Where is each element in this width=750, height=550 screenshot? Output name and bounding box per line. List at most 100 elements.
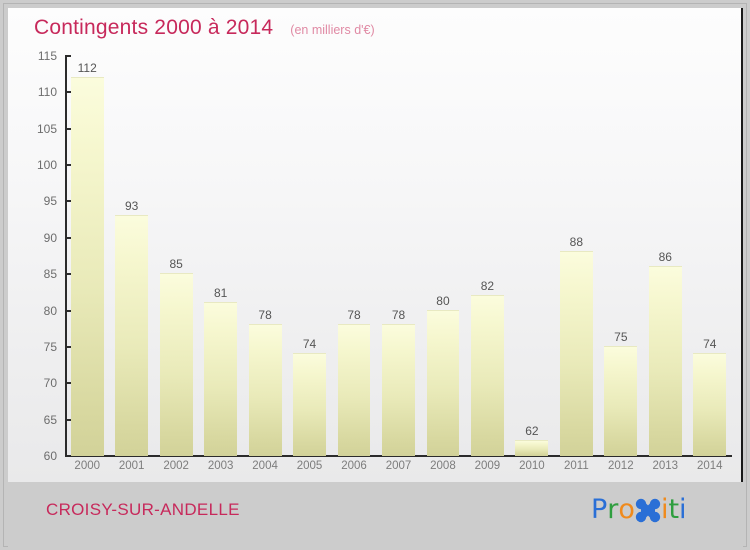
bar-value-label: 80: [436, 293, 450, 308]
x-axis-tick-label: 2009: [474, 460, 501, 472]
y-axis-tick-mark: [65, 127, 71, 130]
y-axis-tick-label: 95: [43, 194, 57, 209]
bar-group[interactable]: 85: [159, 8, 193, 456]
x-axis-tick-label: 2008: [430, 460, 456, 472]
x-axis-tick-label: 2004: [252, 460, 278, 472]
bar-value-label: 93: [125, 199, 139, 213]
bar-group[interactable]: 112: [70, 8, 104, 456]
bar[interactable]: [115, 215, 149, 456]
proxiti-logo[interactable]: Pro iti: [591, 490, 687, 530]
y-axis-tick-mark: [65, 309, 71, 312]
bar-group[interactable]: 75: [604, 8, 638, 456]
bar-group[interactable]: 78: [248, 8, 282, 456]
y-axis-tick-label: 75: [43, 339, 57, 354]
bar-value-label: 85: [169, 257, 183, 272]
bar-value-label: 78: [347, 308, 361, 323]
y-axis-tick-label: 100: [36, 158, 57, 173]
y-axis-tick-label: 90: [43, 230, 57, 245]
y-axis-tick-label: 110: [37, 85, 57, 100]
y-axis-line: [65, 55, 67, 457]
y-axis-tick-mark: [65, 273, 71, 276]
bar-group[interactable]: 82: [470, 8, 504, 456]
bar-value-label: 62: [525, 424, 539, 439]
figure-frame: Contingents 2000 à 2014 (en milliers d'€…: [3, 3, 747, 548]
page-title: Contingents 2000 à 2014: [34, 16, 274, 39]
x-axis-tick-label: 2013: [652, 460, 679, 472]
bar-value-label: 75: [614, 329, 628, 344]
bar-value-label: 86: [658, 249, 672, 264]
bar-group[interactable]: 80: [426, 8, 460, 456]
x-axis-tick-label: 2005: [296, 460, 323, 472]
logo-letter-t: t: [668, 494, 680, 525]
x-axis-tick-label: 2011: [563, 460, 589, 472]
bar[interactable]: [293, 353, 326, 456]
bar[interactable]: [559, 251, 593, 456]
y-axis-tick-mark: [65, 382, 71, 385]
y-axis-tick-label: 70: [43, 376, 57, 391]
y-axis-tick-label: 65: [43, 412, 57, 427]
bar-group[interactable]: 93: [115, 8, 149, 456]
logo-letter-o: o: [618, 494, 635, 525]
logo-letter-r: r: [607, 494, 619, 525]
x-axis-tick-label: 2001: [118, 460, 145, 472]
bar[interactable]: [515, 440, 549, 456]
x-axis-tick-label: 2014: [696, 460, 723, 472]
logo-letter-p: P: [591, 494, 608, 525]
bar-group[interactable]: 78: [382, 8, 415, 456]
x-axis-line: [65, 455, 732, 457]
y-axis-tick-mark: [65, 345, 71, 348]
bar-group[interactable]: 62: [515, 8, 549, 456]
bar[interactable]: [426, 309, 460, 456]
chart-footer: CROISY-SUR-ANDELLE Pro iti: [8, 482, 743, 548]
y-axis-tick-label: 105: [36, 121, 57, 136]
x-axis-tick-label: 2007: [385, 460, 412, 472]
bar[interactable]: [470, 295, 504, 456]
bar-value-label: 78: [391, 308, 406, 323]
bar-group[interactable]: 81: [204, 8, 238, 456]
bar[interactable]: [248, 324, 282, 456]
bar-group[interactable]: 86: [648, 8, 682, 456]
x-axis-tick-label: 2002: [163, 460, 189, 472]
bar-value-label: 81: [213, 286, 228, 301]
bar[interactable]: [204, 302, 238, 456]
bar[interactable]: [648, 265, 682, 456]
bar[interactable]: [604, 345, 638, 456]
bar-value-label: 74: [703, 337, 717, 352]
chart-header: Contingents 2000 à 2014 (en milliers d'€…: [34, 16, 375, 40]
chart-subtitle: (en milliers d'€): [290, 23, 375, 37]
bar[interactable]: [382, 324, 415, 456]
logo-letter-i2: i: [679, 494, 687, 525]
bar-value-label: 88: [569, 235, 584, 250]
chart-panel: Contingents 2000 à 2014 (en milliers d'€…: [8, 8, 743, 482]
bar-group[interactable]: 74: [293, 8, 326, 456]
logo-cross-icon: [635, 494, 661, 524]
y-axis-tick-mark: [65, 91, 71, 94]
bar-value-label: 74: [302, 337, 317, 352]
x-axis-tick-label: 2010: [519, 460, 545, 472]
y-axis-tick-mark: [65, 418, 71, 421]
location-name: CROISY-SUR-ANDELLE: [46, 500, 240, 519]
y-axis-tick-mark: [65, 164, 71, 167]
y-axis-tick-mark: [65, 455, 71, 457]
bar[interactable]: [337, 324, 371, 456]
x-axis-tick-label: 2012: [608, 460, 634, 472]
y-axis-tick-label: 115: [37, 49, 57, 63]
y-axis-tick-label: 80: [43, 303, 57, 318]
y-axis-tick-label: 60: [43, 449, 57, 463]
bar[interactable]: [70, 76, 104, 456]
y-axis-tick-mark: [65, 200, 71, 203]
bar-value-label: 82: [480, 279, 495, 293]
x-axis-tick-label: 2000: [74, 460, 101, 472]
bar[interactable]: [693, 353, 727, 456]
bar-group[interactable]: 74: [693, 8, 727, 456]
y-axis-tick-mark: [65, 236, 71, 239]
bar-group[interactable]: 88: [559, 8, 593, 456]
bar-group[interactable]: 78: [337, 8, 371, 456]
logo-letter-i1: i: [660, 494, 669, 525]
bar-value-label: 112: [77, 60, 97, 75]
bar[interactable]: [159, 273, 193, 456]
y-axis-tick-mark: [65, 55, 71, 57]
bar-value-label: 78: [258, 308, 272, 323]
y-axis-tick-label: 85: [43, 267, 57, 282]
